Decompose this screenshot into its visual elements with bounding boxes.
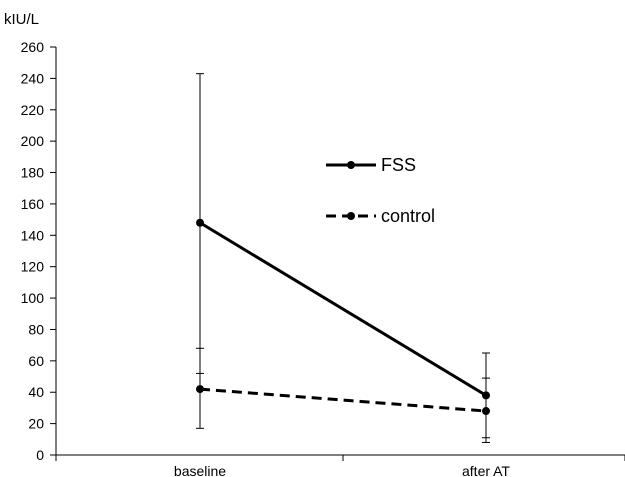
y-tick-label: 0 <box>36 447 44 463</box>
data-point <box>196 385 204 394</box>
legend-marker <box>347 161 355 169</box>
legend-label: control <box>381 206 435 226</box>
series-control <box>196 347 490 443</box>
x-tick-label: baseline <box>174 463 226 477</box>
legend-marker <box>347 212 355 220</box>
series-line <box>199 221 487 397</box>
y-tick-label: 60 <box>28 353 44 369</box>
legend-label: FSS <box>381 155 416 175</box>
y-ticks: 0 20 40 60 80 100 120 140 160 180 200 220 240 260 <box>21 39 56 463</box>
legend: FSS control <box>326 155 435 226</box>
data-point <box>196 218 204 227</box>
y-tick-label: 160 <box>21 196 45 212</box>
legend-item-fss: FSS <box>326 155 416 175</box>
data-point <box>482 407 490 416</box>
y-tick-label: 40 <box>28 384 44 400</box>
legend-item-control: control <box>326 206 435 226</box>
y-tick-label: 140 <box>21 227 45 243</box>
y-tick-label: 100 <box>21 290 45 306</box>
y-axis-unit-label: kIU/L <box>4 11 39 28</box>
series-line <box>199 387 487 413</box>
y-tick-label: 220 <box>21 102 45 118</box>
series-layer <box>196 73 490 443</box>
y-tick-label: 120 <box>21 259 45 275</box>
y-tick-label: 200 <box>21 133 45 149</box>
x-ticks: baseline after AT <box>55 455 625 477</box>
y-tick-label: 240 <box>21 70 45 86</box>
y-tick-label: 20 <box>28 416 44 432</box>
y-tick-label: 260 <box>21 39 45 55</box>
x-tick-label: after AT <box>462 463 510 477</box>
y-tick-label: 80 <box>28 321 44 337</box>
y-tick-label: 180 <box>21 165 45 181</box>
series-fss <box>196 73 490 439</box>
